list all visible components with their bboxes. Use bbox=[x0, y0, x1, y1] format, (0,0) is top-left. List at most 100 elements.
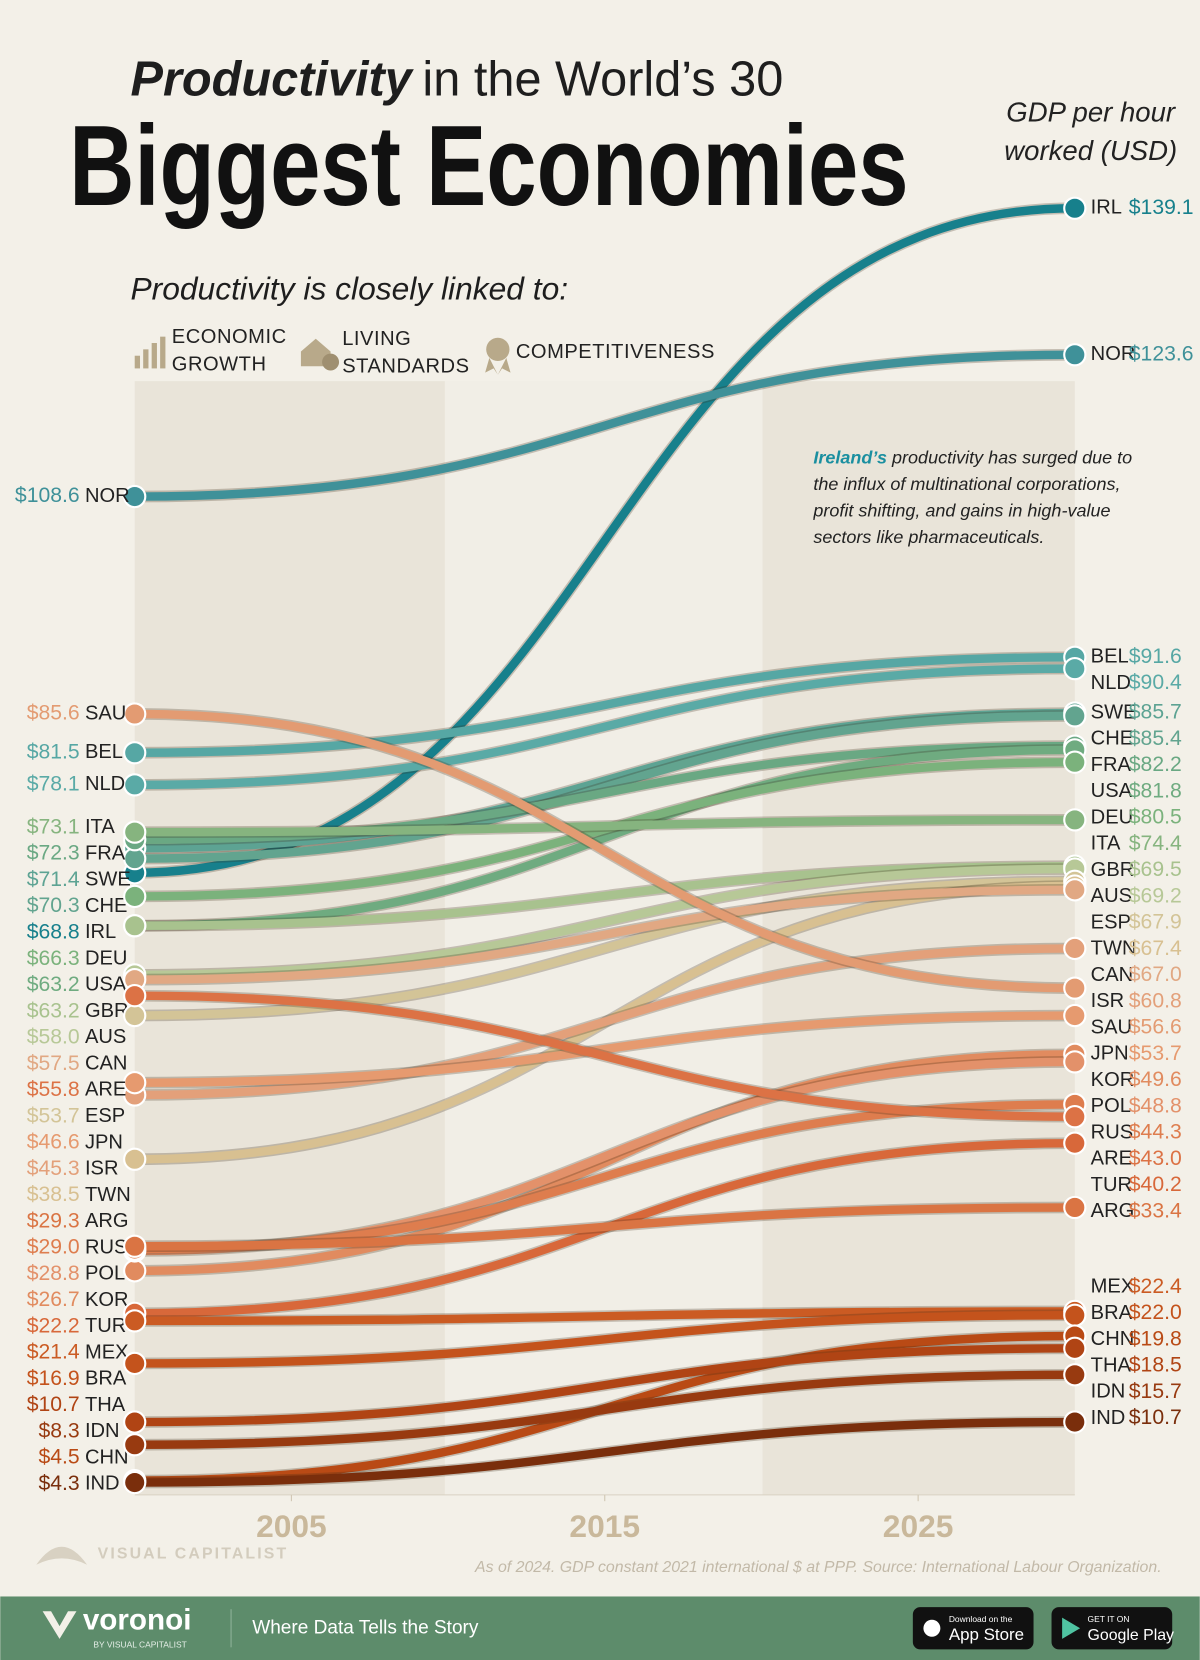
series-name: BRA bbox=[1091, 1302, 1133, 1324]
theme-box: LIVING STANDARDS bbox=[342, 328, 470, 378]
play-button[interactable] bbox=[1051, 1607, 1173, 1650]
value-label: $63.2 bbox=[27, 999, 80, 1022]
value-label: $63.2 bbox=[27, 973, 80, 996]
value-label: $10.7 bbox=[1129, 1406, 1182, 1429]
flag bbox=[1063, 808, 1087, 832]
ribbon bbox=[134, 877, 1075, 1020]
flag bbox=[1063, 1195, 1087, 1220]
icon-growth bbox=[134, 336, 166, 369]
note: As of 2024. GDP constant 2021 internatio… bbox=[474, 1559, 1162, 1576]
value-label: $91.6 bbox=[1129, 645, 1182, 668]
flag bbox=[1063, 1105, 1087, 1129]
theme-box: COMPETITIVENESS bbox=[516, 341, 715, 363]
annotation-text: productivity has surged due to the influ… bbox=[813, 447, 1133, 548]
value-label: $57.5 bbox=[27, 1052, 80, 1075]
series-name: ARG bbox=[85, 1210, 129, 1232]
series-name: THA bbox=[1091, 1354, 1132, 1376]
ribbon bbox=[134, 711, 1075, 863]
series-name: BRA bbox=[85, 1368, 127, 1390]
flag bbox=[1063, 878, 1087, 902]
flag bbox=[1063, 1336, 1087, 1360]
icon-living bbox=[300, 338, 340, 371]
series-name: FRA bbox=[1091, 754, 1132, 776]
ribbon bbox=[134, 350, 1075, 501]
series-name: ESP bbox=[1091, 911, 1131, 933]
play-icon bbox=[1062, 1617, 1081, 1639]
flag bbox=[123, 702, 147, 726]
flag bbox=[123, 1003, 147, 1028]
series-name: ARE bbox=[85, 1079, 126, 1101]
series-name: GBR bbox=[85, 1000, 129, 1022]
chart-title: Biggest Economies bbox=[69, 103, 909, 230]
series-name: CHE bbox=[85, 895, 127, 917]
ribbon bbox=[134, 1307, 1075, 1326]
value-label: $58.0 bbox=[27, 1026, 80, 1049]
series-name: ITA bbox=[85, 816, 115, 838]
series-name: SAU bbox=[1091, 1016, 1132, 1038]
app-name: voronoi bbox=[83, 1604, 192, 1637]
value-label: $16.9 bbox=[27, 1367, 80, 1390]
value-label: $60.8 bbox=[1129, 989, 1182, 1012]
ribbons bbox=[134, 202, 1075, 1489]
series-name: CHN bbox=[85, 1446, 129, 1468]
value-label: $21.4 bbox=[27, 1341, 80, 1364]
value-label: $22.0 bbox=[1129, 1301, 1182, 1324]
ribbon bbox=[134, 864, 1075, 980]
value-label: $10.7 bbox=[27, 1393, 80, 1416]
ribbon bbox=[134, 885, 1075, 984]
series-name: GBR bbox=[1091, 859, 1135, 881]
value-label: $49.6 bbox=[1129, 1068, 1182, 1091]
value-label: $66.3 bbox=[27, 947, 80, 970]
value-label: $22.4 bbox=[1129, 1275, 1182, 1298]
flag bbox=[123, 773, 147, 797]
app-by: BY VISUAL CAPITALIST bbox=[93, 1639, 186, 1649]
flag bbox=[123, 1433, 147, 1457]
play-small: GET IT ON bbox=[1088, 1614, 1130, 1624]
value-label: $123.6 bbox=[1129, 342, 1194, 365]
series-name: TUR bbox=[1091, 1174, 1132, 1196]
series-name: IND bbox=[1091, 1407, 1126, 1429]
tagline: Where Data Tells the Story bbox=[252, 1617, 479, 1638]
value-label: $29.3 bbox=[27, 1209, 80, 1232]
play-text: Google Play bbox=[1088, 1627, 1175, 1644]
series-name: KOR bbox=[85, 1289, 129, 1311]
app-logo bbox=[42, 1611, 77, 1639]
value-label: $15.7 bbox=[1129, 1380, 1182, 1403]
theme-label: LIVING STANDARDS bbox=[342, 328, 470, 378]
value-label: $33.4 bbox=[1129, 1199, 1182, 1222]
value-label: $44.3 bbox=[1129, 1121, 1182, 1144]
flag bbox=[1063, 1363, 1087, 1387]
value-label: $85.4 bbox=[1129, 727, 1182, 750]
series-name: NLD bbox=[85, 773, 125, 795]
series-name: AUS bbox=[1091, 885, 1132, 907]
series-name: ARE bbox=[1091, 1148, 1132, 1170]
flag bbox=[1063, 750, 1087, 774]
value-label: $29.0 bbox=[27, 1236, 80, 1259]
value-label: $70.3 bbox=[27, 894, 80, 917]
flag bbox=[123, 1410, 147, 1434]
value-label: $22.2 bbox=[27, 1314, 80, 1337]
value-label: $46.6 bbox=[27, 1131, 80, 1154]
series-name: ESP bbox=[85, 1105, 125, 1127]
value-label: $90.4 bbox=[1129, 671, 1182, 694]
theme-box: ECONOMIC GROWTH bbox=[172, 326, 286, 376]
ribbon bbox=[134, 1344, 1075, 1427]
series-name: JPN bbox=[1091, 1043, 1129, 1065]
series-name: NLD bbox=[1091, 672, 1131, 694]
value-label: $108.6 bbox=[15, 484, 80, 507]
value-label: $82.2 bbox=[1129, 753, 1182, 776]
series-name: SAU bbox=[85, 702, 126, 724]
series-name: IND bbox=[85, 1473, 120, 1495]
series-name: CHN bbox=[1091, 1328, 1135, 1350]
value-label: $80.5 bbox=[1129, 806, 1182, 829]
app-store-button[interactable] bbox=[912, 1607, 1034, 1650]
value-label: $8.3 bbox=[38, 1419, 79, 1442]
y-label-box: GDP per hour worked (USD) bbox=[1004, 96, 1177, 166]
ribbon bbox=[134, 709, 1075, 993]
title-lead: Productivity bbox=[130, 52, 414, 106]
value-label: $85.7 bbox=[1129, 701, 1182, 724]
value-label: $4.3 bbox=[38, 1472, 79, 1495]
series-name: CHE bbox=[1091, 728, 1133, 750]
